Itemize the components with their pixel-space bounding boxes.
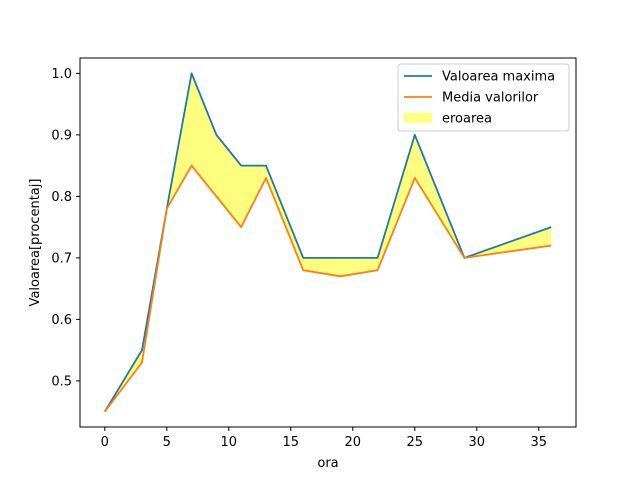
plot-area: [104, 72, 552, 413]
legend-label-max: Valoarea maxima: [442, 70, 555, 85]
x-tick-label: 0: [101, 435, 109, 450]
axes-frame: [79, 57, 577, 428]
x-tick-label: 25: [407, 435, 424, 450]
x-tick-label: 35: [531, 435, 548, 450]
x-tick-label: 15: [283, 435, 300, 450]
y-axis-label: Valoarea[procentaj]: [28, 179, 43, 307]
y-tick-label: 0.5: [51, 374, 72, 389]
legend-swatch-error: [404, 113, 432, 123]
error-fill-area: [104, 73, 552, 412]
axes: 0 5 10 15 20 25 30 35 0.5 0.6 0.7 0.8 0.9 1.0: [51, 57, 577, 450]
x-tick-label: 30: [469, 435, 486, 450]
y-tick-label: 0.7: [51, 251, 72, 266]
x-axis-label: ora: [317, 456, 338, 471]
y-tick-label: 0.6: [51, 313, 72, 328]
x-tick-label: 5: [163, 435, 171, 450]
x-tick-label: 20: [345, 435, 362, 450]
x-tick-label: 10: [221, 435, 238, 450]
y-tick-label: 0.8: [51, 190, 72, 205]
legend-label-mean: Media valorilor: [442, 91, 539, 106]
legend-label-error: eroarea: [442, 112, 492, 127]
y-tick-label: 0.9: [51, 128, 72, 143]
legend: Valoarea maxima Media valorilor eroarea: [397, 63, 570, 132]
series-line-mean: [104, 164, 552, 413]
y-tick-label: 1.0: [51, 67, 72, 82]
legend-box: [397, 63, 570, 132]
